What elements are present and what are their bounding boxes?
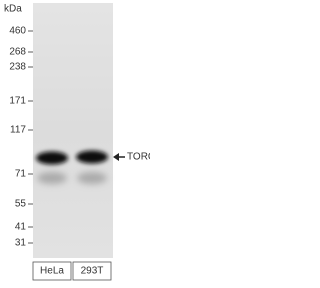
- band: [36, 151, 68, 165]
- lane-label: HeLa: [40, 266, 64, 277]
- page: {"kda_label": "kDa", "markers": ["460", …: [0, 0, 150, 288]
- lane-box: [32, 261, 72, 281]
- marker-label: 460: [9, 26, 26, 37]
- faint-band: [77, 172, 107, 184]
- marker-ladder: 460 268 238 171 117 71 55 41 31: [9, 26, 33, 249]
- lane-label: 293T: [81, 266, 104, 277]
- kda-label: kDa: [4, 4, 22, 15]
- marker-label: 71: [15, 169, 27, 180]
- marker-label: 31: [15, 238, 27, 249]
- marker-label: 117: [10, 125, 26, 136]
- marker-label: 171: [9, 96, 26, 107]
- marker-label: 41: [15, 222, 27, 233]
- band: [76, 150, 108, 164]
- marker-label: 268: [9, 47, 26, 58]
- band-arrow: [113, 153, 125, 161]
- blot-membrane: [33, 3, 113, 258]
- lane-box: [72, 261, 112, 281]
- marker-label: 238: [9, 62, 26, 73]
- bands: [36, 150, 108, 184]
- arrow-head: [113, 153, 119, 161]
- marker-label: 55: [15, 199, 27, 210]
- faint-band: [37, 172, 67, 184]
- band-label: TORC1: [127, 152, 150, 163]
- western-blot-figure: kDa 460 268 238 171 117 71 55 41 31 HeLa 293T TO…: [4, 3, 150, 281]
